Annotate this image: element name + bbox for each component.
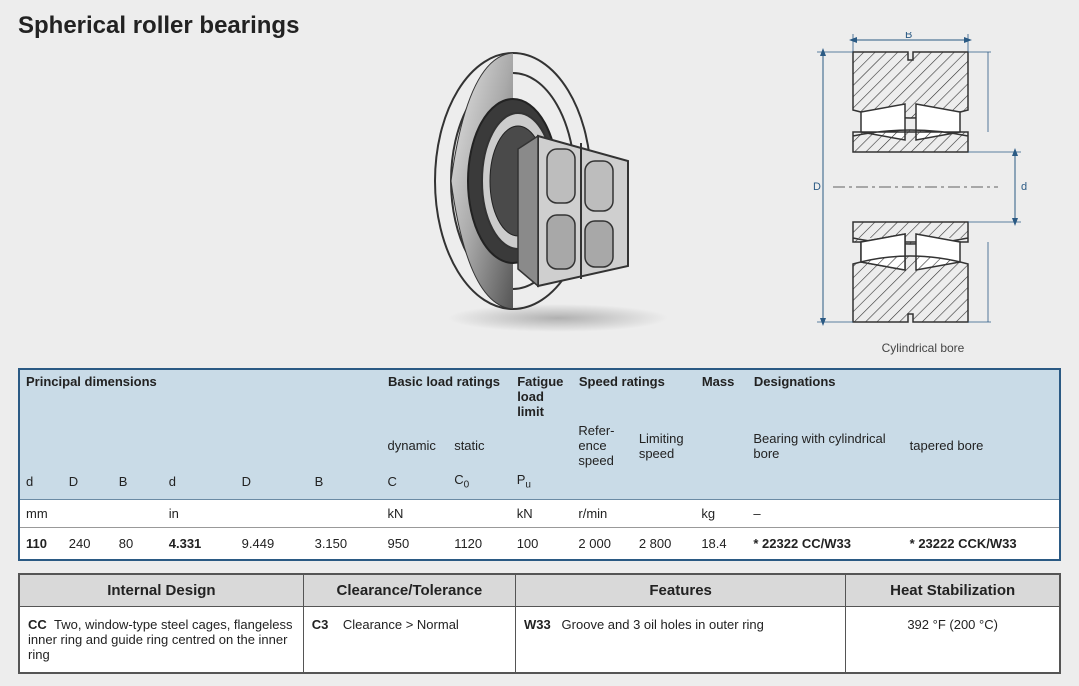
dim-label-d: d xyxy=(1021,181,1027,193)
val-desig-cyl: * 22322 CC/W33 xyxy=(747,527,903,560)
val-B-mm: 80 xyxy=(113,527,163,560)
col-Pu: Pu xyxy=(511,470,573,499)
fbody-clearance: C3 Clearance > Normal xyxy=(303,606,515,673)
fbody-internal: CC Two, window-type steel cages, flangel… xyxy=(19,606,303,673)
val-C0: 1120 xyxy=(448,527,511,560)
val-lim-speed: 2 800 xyxy=(633,527,696,560)
hdr-mass: Mass xyxy=(695,369,747,421)
fhdr-features: Features xyxy=(515,574,845,607)
dim-label-B: B xyxy=(905,32,912,41)
col-d-in: d xyxy=(163,470,236,499)
val-ref-speed: 2 000 xyxy=(572,527,632,560)
unit-kN: kN xyxy=(382,499,511,527)
hdr-basic-load: Basic load ratings xyxy=(382,369,511,421)
dimension-drawing: B D xyxy=(793,32,1053,355)
dimensions-table: Principal dimensions Basic load ratings … xyxy=(18,368,1061,561)
hdr-speed: Speed ratings xyxy=(572,369,695,421)
col-C: C xyxy=(382,470,449,499)
val-C: 950 xyxy=(382,527,449,560)
col-D-mm: D xyxy=(63,470,113,499)
col-C0: C0 xyxy=(448,470,511,499)
val-d-mm: 110 xyxy=(19,527,63,560)
col-B-mm: B xyxy=(113,470,163,499)
val-mass: 18.4 xyxy=(695,527,747,560)
unit-in: in xyxy=(163,499,382,527)
unit-rmin: r/min xyxy=(572,499,695,527)
unit-kN2: kN xyxy=(511,499,573,527)
hdr-designations: Designations xyxy=(747,369,1060,421)
col-d-mm: d xyxy=(19,470,63,499)
fbody-features: W33 Groove and 3 oil holes in outer ring xyxy=(515,606,845,673)
unit-mm: mm xyxy=(19,499,163,527)
sub-limiting: Limiting speed xyxy=(633,421,696,470)
top-illustration-area: B D xyxy=(18,46,1061,366)
col-D-in: D xyxy=(236,470,309,499)
unit-dash: – xyxy=(747,499,1060,527)
fbody-heat: 392 °F (200 °C) xyxy=(846,606,1060,673)
fhdr-internal: Internal Design xyxy=(19,574,303,607)
col-B-in: B xyxy=(309,470,382,499)
sub-cyl-bore: Bearing with cylindrical bore xyxy=(747,421,903,470)
val-desig-tap: * 23222 CCK/W33 xyxy=(904,527,1060,560)
fhdr-clearance: Clearance/Tolerance xyxy=(303,574,515,607)
bearing-3d-image xyxy=(418,36,678,341)
sub-tap-bore: tapered bore xyxy=(904,421,1060,470)
sub-dynamic: dynamic xyxy=(382,421,449,470)
val-Pu: 100 xyxy=(511,527,573,560)
val-B-in: 3.150 xyxy=(309,527,382,560)
val-d-in: 4.331 xyxy=(163,527,236,560)
val-D-in: 9.449 xyxy=(236,527,309,560)
dim-label-D: D xyxy=(813,181,821,193)
dimension-caption: Cylindrical bore xyxy=(793,341,1053,355)
fhdr-heat: Heat Stabilization xyxy=(846,574,1060,607)
sub-static: static xyxy=(448,421,511,470)
val-D-mm: 240 xyxy=(63,527,113,560)
features-table: Internal Design Clearance/Tolerance Feat… xyxy=(18,573,1061,674)
sub-reference: Refer-ence speed xyxy=(572,421,632,470)
hdr-fatigue: Fatigue load limit xyxy=(511,369,573,421)
unit-kg: kg xyxy=(695,499,747,527)
hdr-principal: Principal dimensions xyxy=(19,369,382,421)
